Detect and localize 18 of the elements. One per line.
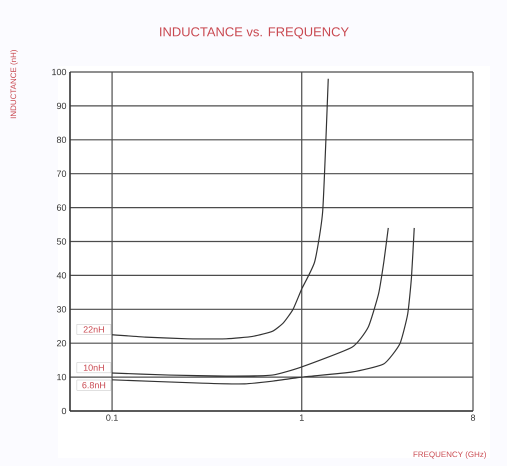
series-label: 22nH	[84, 326, 104, 333]
x-tick-label: 1	[300, 414, 304, 421]
y-tick-label: 100	[52, 68, 66, 76]
y-tick-label: 20	[56, 340, 66, 346]
series-label: 6.8nH	[82, 382, 106, 388]
y-tick-label: 50	[56, 238, 66, 245]
y-tick-label: 80	[56, 136, 66, 143]
x-tick-label: 0.1	[106, 414, 118, 421]
y-tick-label: 30	[56, 306, 66, 312]
y-tick-label: 60	[56, 204, 66, 211]
y-tick-label: 0	[62, 408, 66, 414]
y-tick-label: 10	[57, 374, 66, 380]
chart-title: INDUCTANCE vs. FREQUENCY	[160, 27, 349, 39]
y-tick-label: 40	[56, 272, 66, 279]
y-tick-label: 70	[56, 170, 66, 177]
y-tick-label: 90	[56, 102, 66, 110]
series-label: 10nH	[84, 364, 104, 371]
x-tick-label: 8	[470, 414, 476, 421]
